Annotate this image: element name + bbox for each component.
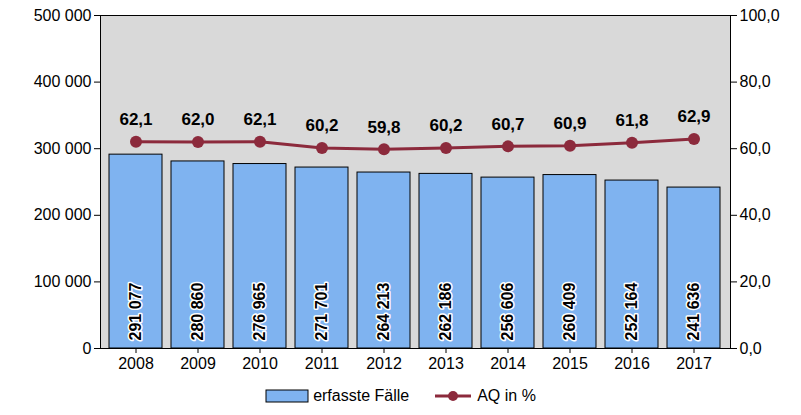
svg-text:400 000: 400 000 <box>34 73 92 90</box>
svg-text:260 409: 260 409 <box>561 283 578 341</box>
svg-text:2011: 2011 <box>305 355 340 372</box>
svg-text:2016: 2016 <box>614 355 650 372</box>
svg-text:252 164: 252 164 <box>623 283 640 341</box>
svg-text:2008: 2008 <box>118 355 154 372</box>
svg-text:2009: 2009 <box>180 355 216 372</box>
html-text:erfasste Fälle: erfasste Fälle <box>313 387 410 404</box>
svg-text:276 965: 276 965 <box>251 283 268 341</box>
svg-text:62,0: 62,0 <box>181 110 214 129</box>
svg-text:300 000: 300 000 <box>34 140 92 157</box>
svg-text:60,7: 60,7 <box>491 115 524 134</box>
svg-text:100 000: 100 000 <box>34 273 92 290</box>
svg-text:264 213: 264 213 <box>375 283 392 341</box>
svg-text:256 606: 256 606 <box>499 283 516 341</box>
svg-text:2010: 2010 <box>242 355 278 372</box>
svg-text:241 636: 241 636 <box>685 283 702 341</box>
svg-text:59,8: 59,8 <box>367 118 400 137</box>
svg-text:2014: 2014 <box>490 355 526 372</box>
svg-text:2013: 2013 <box>428 355 464 372</box>
svg-text:60,0: 60,0 <box>740 140 771 157</box>
svg-text:60,2: 60,2 <box>429 116 462 135</box>
svg-text:61,8: 61,8 <box>615 111 648 130</box>
svg-text:0: 0 <box>83 340 92 357</box>
svg-text:500 000: 500 000 <box>34 7 92 24</box>
svg-text:262 186: 262 186 <box>437 283 454 341</box>
svg-text:280 860: 280 860 <box>189 283 206 341</box>
html-text:AQ in %: AQ in % <box>477 387 536 404</box>
svg-text:200 000: 200 000 <box>34 206 92 223</box>
svg-text:62,1: 62,1 <box>119 110 152 129</box>
svg-text:100,0: 100,0 <box>740 7 780 24</box>
svg-text:60,9: 60,9 <box>553 114 586 133</box>
svg-text:271 701: 271 701 <box>313 283 330 341</box>
svg-text:0,0: 0,0 <box>740 340 762 357</box>
svg-text:291 077: 291 077 <box>127 283 144 341</box>
svg-text:20,0: 20,0 <box>740 273 771 290</box>
svg-text:62,9: 62,9 <box>677 107 710 126</box>
svg-text:62,1: 62,1 <box>243 110 276 129</box>
svg-text:80,0: 80,0 <box>740 73 771 90</box>
svg-text:40,0: 40,0 <box>740 206 771 223</box>
svg-text:2015: 2015 <box>552 355 588 372</box>
svg-text:2012: 2012 <box>366 355 402 372</box>
svg-text:2017: 2017 <box>676 355 712 372</box>
svg-text:60,2: 60,2 <box>305 116 338 135</box>
